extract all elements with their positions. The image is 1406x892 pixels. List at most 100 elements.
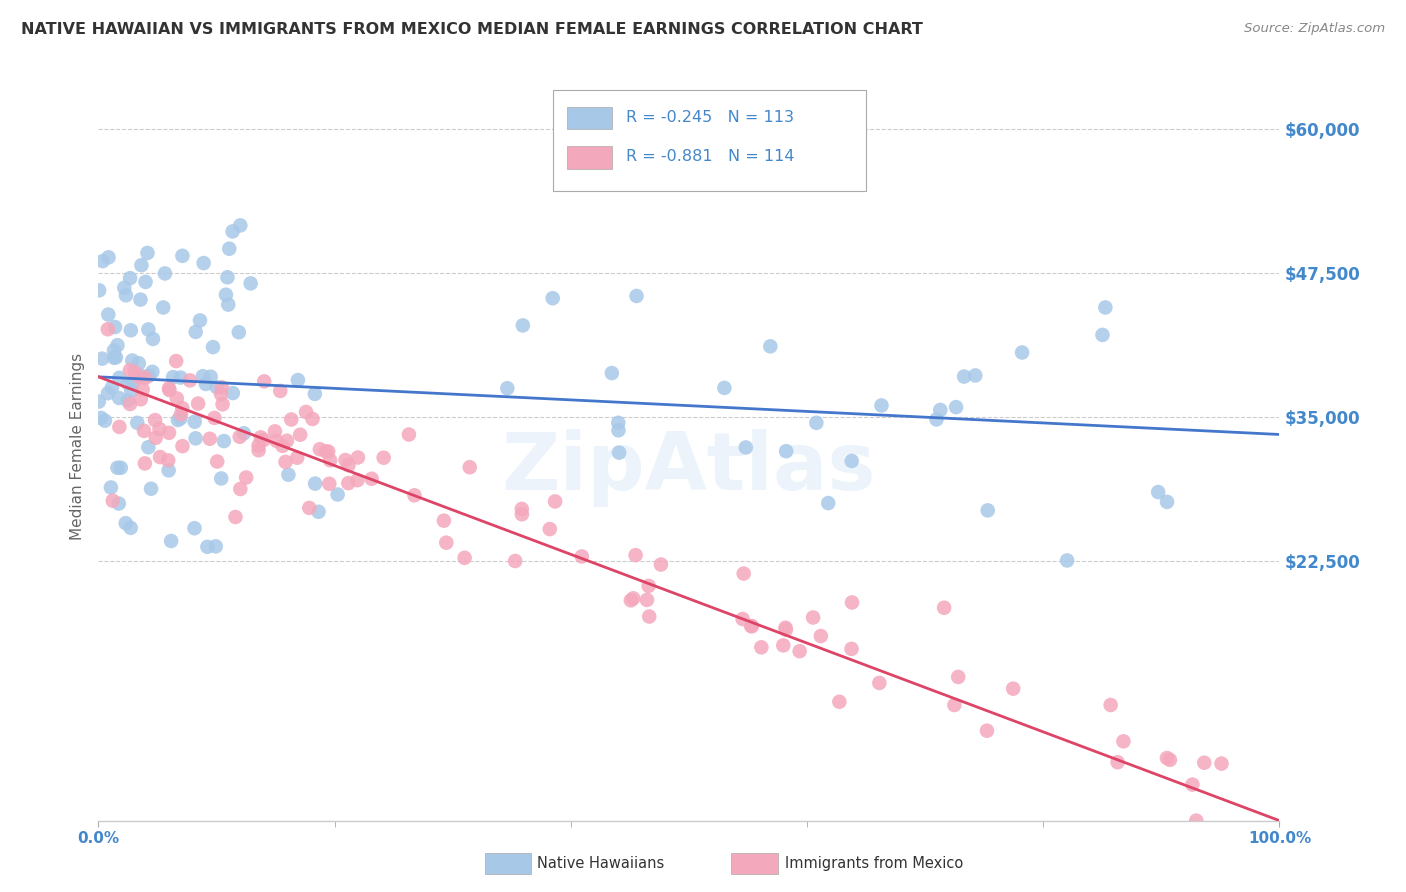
Point [191, 369, 214, 384]
Point [544, 494, 567, 508]
Text: Native Hawaiians: Native Hawaiians [537, 856, 665, 871]
Point [817, 496, 839, 510]
Point [167, 413, 190, 427]
Point [319, 453, 342, 467]
Point [1211, 756, 1233, 771]
Point [713, 381, 735, 395]
Point [247, 443, 270, 458]
Point [318, 476, 340, 491]
Point [626, 289, 648, 303]
Point [157, 463, 180, 477]
Point [104, 320, 127, 334]
Point [104, 351, 127, 365]
Point [326, 487, 349, 501]
Point [253, 433, 276, 447]
Point [285, 450, 308, 465]
Point [108, 420, 131, 434]
Point [271, 439, 294, 453]
Point [759, 339, 782, 353]
Point [89, 283, 111, 297]
Point [184, 431, 207, 445]
Point [162, 370, 184, 384]
Point [145, 431, 167, 445]
Point [304, 476, 326, 491]
Point [510, 508, 533, 522]
Point [131, 383, 153, 397]
Point [200, 369, 222, 384]
Point [280, 412, 302, 426]
Point [288, 427, 311, 442]
Point [870, 399, 893, 413]
FancyBboxPatch shape [553, 90, 866, 191]
Point [172, 401, 194, 415]
Point [1107, 756, 1129, 770]
Point [169, 370, 191, 384]
Point [298, 500, 321, 515]
Point [1156, 751, 1178, 765]
Point [828, 695, 851, 709]
Point [124, 365, 146, 379]
Point [121, 353, 143, 368]
Point [347, 450, 370, 465]
Point [157, 383, 180, 397]
Point [129, 368, 152, 383]
Point [152, 301, 174, 315]
Point [650, 558, 672, 572]
Point [775, 621, 797, 635]
Point [775, 444, 797, 458]
Point [112, 281, 135, 295]
Text: Immigrants from Mexico: Immigrants from Mexico [785, 856, 963, 871]
Point [91, 351, 114, 366]
Point [211, 380, 233, 394]
Point [128, 356, 150, 370]
Point [731, 612, 754, 626]
Point [160, 533, 183, 548]
Point [337, 458, 360, 473]
Point [217, 297, 239, 311]
FancyBboxPatch shape [567, 146, 612, 169]
Point [138, 440, 160, 454]
Point [97, 386, 120, 401]
Point [638, 609, 661, 624]
Point [1002, 681, 1025, 696]
Point [121, 376, 143, 391]
Point [101, 380, 124, 394]
Point [1194, 756, 1216, 770]
Point [1159, 753, 1181, 767]
Point [117, 393, 139, 408]
Point [114, 516, 136, 531]
Point [148, 422, 170, 436]
Point [134, 370, 156, 384]
Point [316, 444, 339, 458]
Text: NATIVE HAWAIIAN VS IMMIGRANTS FROM MEXICO MEDIAN FEMALE EARNINGS CORRELATION CHA: NATIVE HAWAIIAN VS IMMIGRANTS FROM MEXIC… [21, 22, 922, 37]
Point [141, 365, 163, 379]
Point [170, 407, 193, 421]
Point [741, 619, 763, 633]
Point [295, 405, 318, 419]
Point [135, 275, 157, 289]
Point [120, 384, 142, 398]
Point [215, 287, 238, 301]
Point [118, 363, 141, 377]
Point [247, 439, 270, 453]
Point [929, 403, 952, 417]
Point [868, 676, 890, 690]
Point [733, 566, 755, 581]
Point [97, 322, 120, 336]
Point [308, 505, 330, 519]
Point [301, 412, 323, 426]
Point [304, 387, 326, 401]
Point [138, 368, 160, 383]
Point [157, 425, 180, 440]
Point [179, 373, 201, 387]
Point [128, 370, 150, 384]
Point [801, 610, 824, 624]
Point [1112, 734, 1135, 748]
Point [198, 432, 221, 446]
Point [1094, 301, 1116, 315]
Point [87, 394, 110, 409]
Point [132, 424, 155, 438]
Point [131, 258, 153, 272]
Point [621, 591, 644, 606]
Point [239, 277, 262, 291]
